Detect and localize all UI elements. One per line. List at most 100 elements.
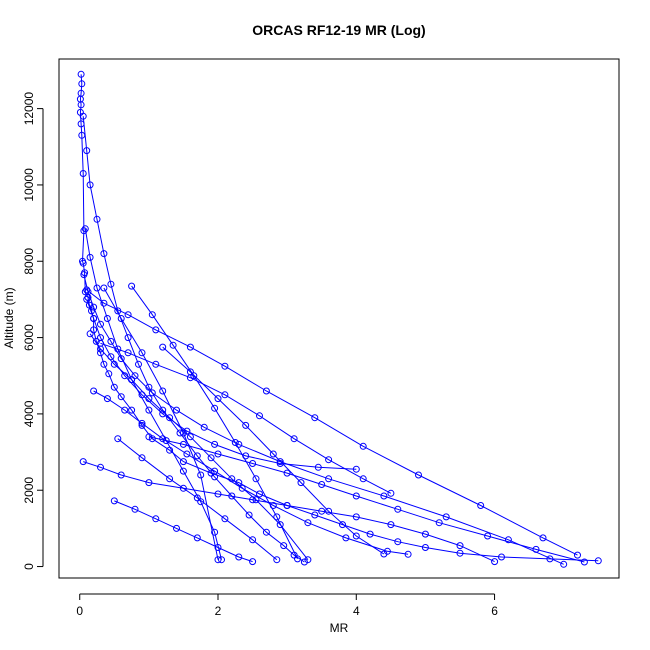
- x-axis: 0 2 4 6: [76, 593, 498, 618]
- data-point: [211, 440, 219, 448]
- data-point: [197, 471, 205, 479]
- data-point: [359, 442, 367, 450]
- series-13: [145, 433, 588, 566]
- series-line-11: [100, 342, 392, 494]
- data-point: [79, 112, 87, 120]
- series-line-8: [83, 461, 495, 563]
- data-point: [325, 507, 333, 515]
- data-point: [387, 521, 395, 529]
- series-line-3: [83, 274, 564, 565]
- data-point: [325, 475, 333, 483]
- data-point: [193, 452, 201, 460]
- data-point: [100, 360, 108, 368]
- series-layer: [76, 70, 602, 568]
- data-point: [145, 433, 153, 441]
- data-point: [83, 286, 91, 294]
- series-line-6: [86, 289, 578, 556]
- data-point: [121, 406, 129, 414]
- data-point: [221, 515, 229, 523]
- data-point: [110, 497, 118, 505]
- data-point: [145, 406, 153, 414]
- series-12: [100, 284, 222, 564]
- data-point: [110, 383, 118, 391]
- data-point: [477, 502, 485, 509]
- y-tick-label: 12000: [22, 92, 36, 126]
- data-point: [131, 505, 139, 513]
- data-point: [79, 170, 87, 177]
- data-point: [249, 558, 257, 566]
- x-axis-label: MR: [330, 621, 349, 635]
- y-tick-label: 4000: [22, 400, 36, 427]
- data-point: [179, 458, 187, 466]
- y-tick-label: 6000: [22, 324, 36, 351]
- data-point: [304, 556, 312, 564]
- data-point: [159, 406, 167, 414]
- data-point: [148, 311, 156, 319]
- data-point: [211, 404, 219, 412]
- data-point: [297, 479, 305, 487]
- data-point: [128, 406, 136, 414]
- data-point: [594, 557, 602, 565]
- data-point: [97, 463, 104, 471]
- data-point: [97, 320, 104, 328]
- series-line-10: [117, 438, 278, 561]
- data-point: [97, 339, 104, 347]
- data-point: [103, 315, 111, 322]
- data-point: [83, 295, 91, 303]
- data-point: [148, 389, 156, 397]
- data-point: [352, 513, 360, 521]
- data-point: [193, 494, 201, 502]
- series-line-0: [79, 74, 599, 562]
- data-point: [273, 556, 281, 564]
- series-10: [114, 435, 281, 564]
- data-point: [256, 412, 263, 420]
- data-point: [138, 419, 146, 427]
- data-point: [442, 513, 450, 521]
- data-point: [90, 387, 98, 395]
- data-point: [173, 524, 180, 532]
- x-tick-label: 4: [353, 604, 360, 618]
- data-point: [283, 469, 291, 477]
- data-point: [80, 271, 88, 279]
- data-point: [78, 80, 86, 88]
- data-point: [124, 334, 132, 342]
- data-point: [138, 454, 146, 462]
- data-point: [166, 475, 174, 483]
- data-point: [262, 528, 270, 536]
- data-point: [145, 479, 153, 487]
- data-point: [81, 225, 89, 233]
- data-point: [190, 372, 198, 380]
- data-point: [214, 395, 222, 403]
- data-point: [103, 395, 111, 403]
- data-point: [304, 519, 312, 527]
- series-line-13: [148, 436, 585, 563]
- series-9: [110, 497, 257, 566]
- series-line-7: [93, 390, 409, 555]
- data-point: [145, 395, 153, 403]
- data-point: [218, 556, 225, 564]
- data-point: [380, 550, 388, 558]
- data-point: [117, 471, 125, 479]
- data-point: [221, 362, 229, 370]
- series-0: [76, 70, 602, 565]
- data-point: [256, 490, 263, 498]
- data-point: [290, 435, 298, 443]
- data-point: [491, 558, 499, 566]
- series-line-4: [86, 299, 357, 470]
- series-3: [80, 271, 568, 568]
- data-point: [352, 532, 360, 540]
- data-point: [294, 555, 301, 563]
- series-line-1: [82, 116, 305, 563]
- data-point: [152, 360, 160, 368]
- data-point: [179, 440, 187, 448]
- data-point: [404, 550, 412, 558]
- data-point: [242, 421, 250, 429]
- series-line-14: [162, 346, 385, 555]
- data-point: [131, 372, 139, 380]
- data-point: [179, 429, 187, 437]
- data-point: [138, 349, 146, 357]
- data-point: [90, 326, 98, 334]
- data-point: [193, 534, 201, 542]
- data-point: [100, 284, 108, 292]
